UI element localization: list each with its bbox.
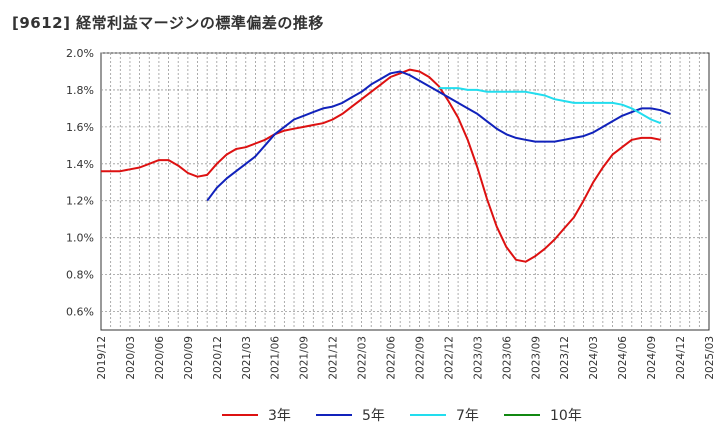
axis-layer: 0.6% 0.8% 1.0% 1.2% 1.4% 1.6% 1.8% 2.0% 2019/12 2…: [66, 47, 716, 380]
y-tick-label: 1.4%: [66, 158, 94, 171]
series-line-3y: [101, 68, 661, 263]
x-tick-label: 2020/12: [212, 336, 224, 380]
x-tick-label: 2021/06: [270, 336, 282, 380]
x-tick-label: 2025/03: [704, 336, 716, 380]
legend-item-5y: 5年: [316, 402, 385, 428]
y-tick-label: 1.6%: [66, 121, 94, 134]
x-tick-label: 2022/09: [414, 336, 426, 380]
x-tick-label: 2023/12: [559, 336, 571, 380]
grid-layer: [100, 52, 710, 331]
y-tick-label: 0.6%: [66, 306, 94, 319]
x-tick-label: 2024/09: [646, 336, 658, 380]
legend-item-3y: 3年: [222, 402, 291, 428]
legend-label-5y: 5年: [362, 408, 385, 424]
plot-frame: [100, 52, 710, 331]
legend-label-3y: 3年: [268, 408, 291, 424]
x-tick-label: 2022/03: [357, 336, 369, 380]
legend-item-10y: 10年: [504, 402, 582, 428]
x-tick-label: 2020/03: [125, 336, 137, 380]
x-tick-label: 2023/03: [472, 336, 484, 380]
x-tick-label: 2021/09: [299, 336, 311, 380]
x-tick-label: 2021/12: [328, 336, 340, 380]
y-tick-label: 1.8%: [66, 84, 94, 97]
legend-swatch-10y: [504, 414, 540, 416]
series-line-7y: [438, 87, 662, 125]
x-tick-label: 2022/12: [443, 336, 455, 380]
legend-swatch-3y: [222, 414, 258, 416]
x-tick-label: 2020/09: [183, 336, 195, 380]
y-tick-label: 0.8%: [66, 269, 94, 282]
x-tick-label: 2022/06: [386, 336, 398, 380]
x-tick-label: 2021/03: [241, 336, 253, 380]
x-tick-label: 2023/06: [501, 336, 513, 380]
legend-label-7y: 7年: [456, 408, 479, 424]
y-tick-label: 2.0%: [66, 47, 94, 60]
chart-title: [9612] 経常利益マージンの標準偏差の推移: [12, 14, 324, 32]
series-line-5y: [206, 70, 671, 202]
y-tick-label: 1.0%: [66, 232, 94, 245]
legend: 3年 5年 7年 10年: [0, 402, 720, 428]
x-tick-label: 2023/09: [530, 336, 542, 380]
x-tick-label: 2024/06: [617, 336, 629, 380]
x-tick-label: 2020/06: [154, 336, 166, 380]
legend-swatch-5y: [316, 414, 352, 416]
x-tick-label: 2024/12: [675, 336, 687, 380]
x-tick-label: 2024/03: [588, 336, 600, 380]
x-tick-label: 2019/12: [96, 336, 108, 380]
legend-label-10y: 10年: [550, 408, 582, 424]
legend-item-7y: 7年: [410, 402, 479, 428]
legend-swatch-7y: [410, 414, 446, 416]
series-layer: [101, 68, 671, 263]
y-tick-label: 1.2%: [66, 195, 94, 208]
